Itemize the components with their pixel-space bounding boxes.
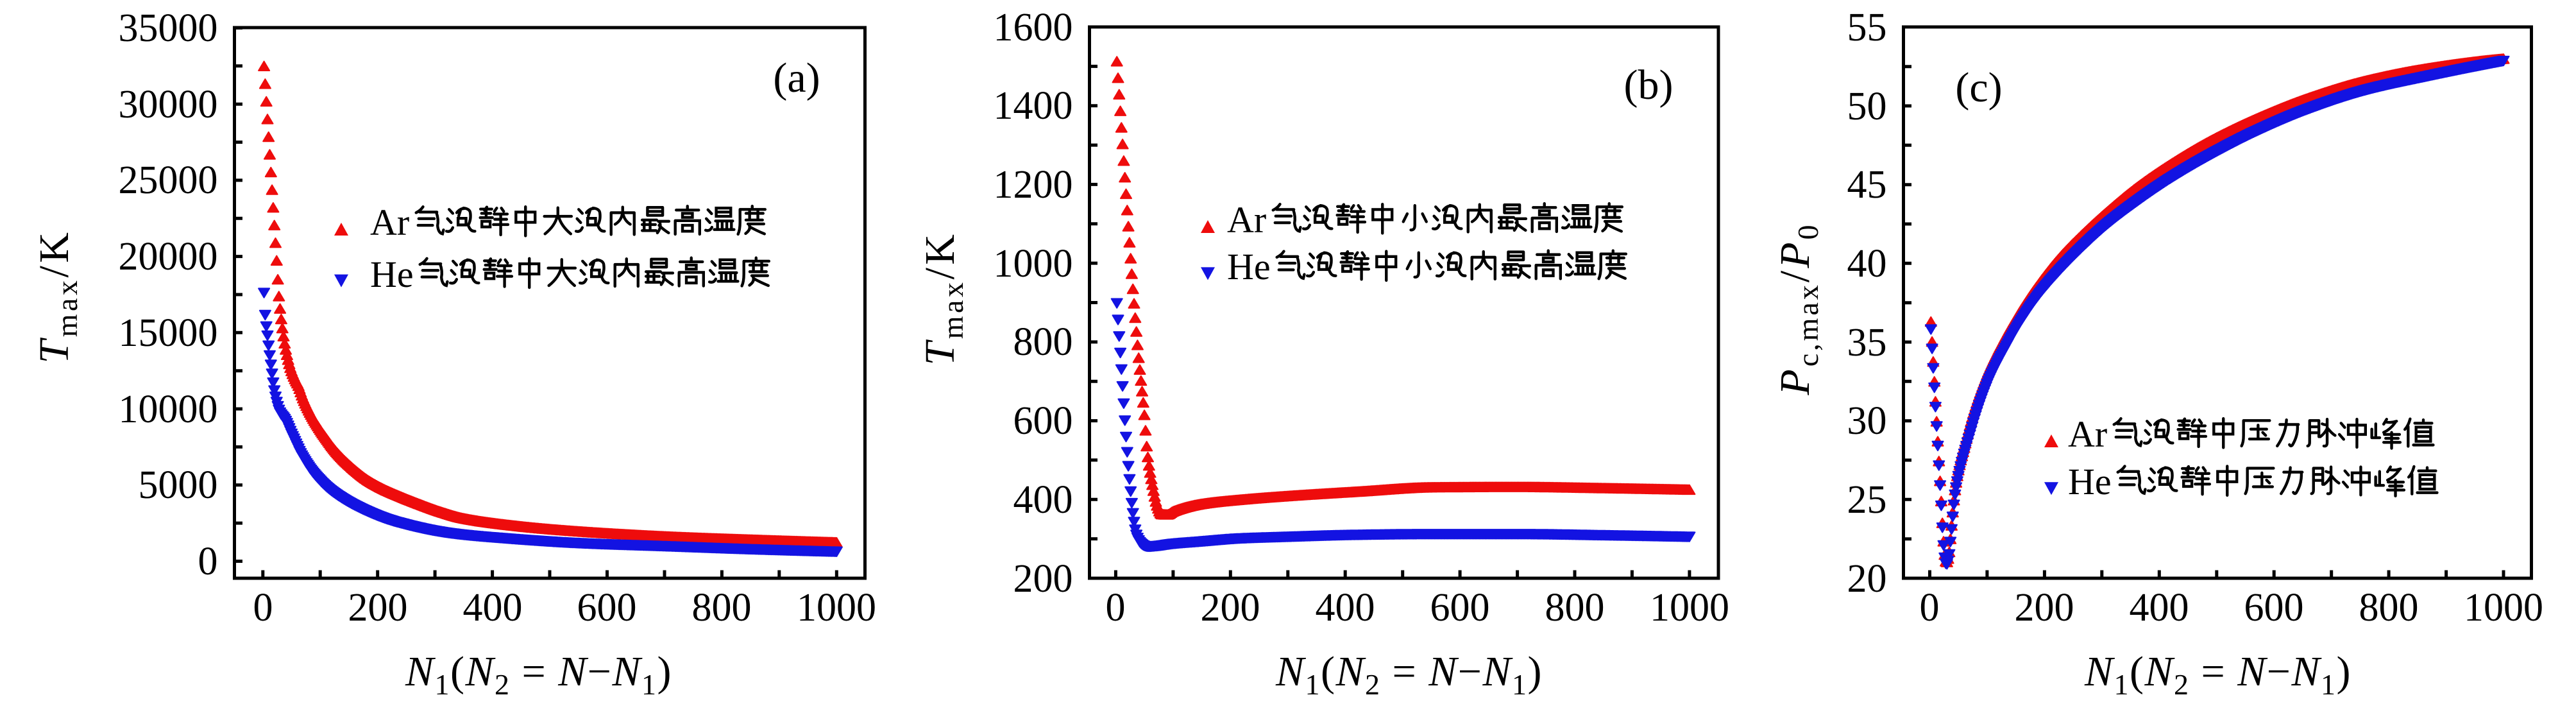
svg-text:(a): (a) bbox=[773, 55, 820, 101]
svg-text:50: 50 bbox=[1847, 85, 1887, 128]
svg-text:He: He bbox=[2068, 461, 2112, 503]
svg-text:Pc,max/P0: Pc,max/P0 bbox=[1772, 222, 1824, 395]
svg-text:Ar: Ar bbox=[370, 202, 409, 243]
svg-text:600: 600 bbox=[577, 586, 637, 630]
svg-text:1200: 1200 bbox=[994, 163, 1073, 207]
svg-text:20000: 20000 bbox=[119, 235, 218, 279]
svg-text:He: He bbox=[370, 253, 414, 295]
svg-text:1400: 1400 bbox=[994, 84, 1073, 128]
svg-text:1600: 1600 bbox=[994, 6, 1073, 49]
svg-text:200: 200 bbox=[1201, 586, 1260, 630]
svg-text:0: 0 bbox=[1106, 586, 1126, 630]
svg-text:600: 600 bbox=[1430, 586, 1490, 630]
svg-text:5000: 5000 bbox=[139, 463, 218, 507]
svg-text:Tmax/K: Tmax/K bbox=[917, 232, 969, 366]
svg-text:Tmax/K: Tmax/K bbox=[31, 230, 83, 364]
svg-text:800: 800 bbox=[1545, 586, 1605, 630]
svg-text:30: 30 bbox=[1847, 399, 1887, 443]
svg-text:400: 400 bbox=[1316, 586, 1375, 630]
svg-text:600: 600 bbox=[1013, 399, 1073, 443]
svg-text:0: 0 bbox=[253, 586, 273, 630]
svg-text:800: 800 bbox=[2359, 586, 2419, 630]
svg-text:0: 0 bbox=[198, 540, 218, 583]
svg-text:1000: 1000 bbox=[1650, 586, 1729, 630]
svg-text:1000: 1000 bbox=[994, 242, 1073, 286]
svg-text:1000: 1000 bbox=[2464, 586, 2543, 630]
svg-text:Ar: Ar bbox=[2068, 413, 2107, 455]
svg-text:He: He bbox=[1227, 246, 1271, 288]
svg-text:(c): (c) bbox=[1955, 64, 2002, 111]
svg-text:800: 800 bbox=[692, 586, 752, 630]
svg-text:35: 35 bbox=[1847, 321, 1887, 365]
svg-text:20: 20 bbox=[1847, 557, 1887, 601]
svg-text:Ar: Ar bbox=[1227, 199, 1266, 241]
svg-text:400: 400 bbox=[2130, 586, 2189, 630]
svg-text:400: 400 bbox=[463, 586, 523, 630]
svg-text:400: 400 bbox=[1013, 478, 1073, 522]
svg-text:10000: 10000 bbox=[119, 388, 218, 431]
svg-text:25: 25 bbox=[1847, 478, 1887, 522]
svg-text:(b): (b) bbox=[1624, 62, 1674, 108]
svg-text:55: 55 bbox=[1847, 6, 1887, 49]
svg-text:1000: 1000 bbox=[797, 586, 876, 630]
svg-text:25000: 25000 bbox=[119, 159, 218, 202]
svg-text:200: 200 bbox=[2015, 586, 2074, 630]
svg-text:800: 800 bbox=[1013, 320, 1073, 364]
svg-text:35000: 35000 bbox=[119, 6, 218, 50]
svg-text:200: 200 bbox=[348, 586, 408, 630]
svg-text:600: 600 bbox=[2244, 586, 2304, 630]
svg-text:30000: 30000 bbox=[119, 83, 218, 126]
svg-text:40: 40 bbox=[1847, 242, 1887, 286]
svg-text:15000: 15000 bbox=[119, 311, 218, 355]
svg-text:0: 0 bbox=[1920, 586, 1940, 630]
svg-text:200: 200 bbox=[1013, 557, 1073, 601]
svg-text:45: 45 bbox=[1847, 163, 1887, 207]
